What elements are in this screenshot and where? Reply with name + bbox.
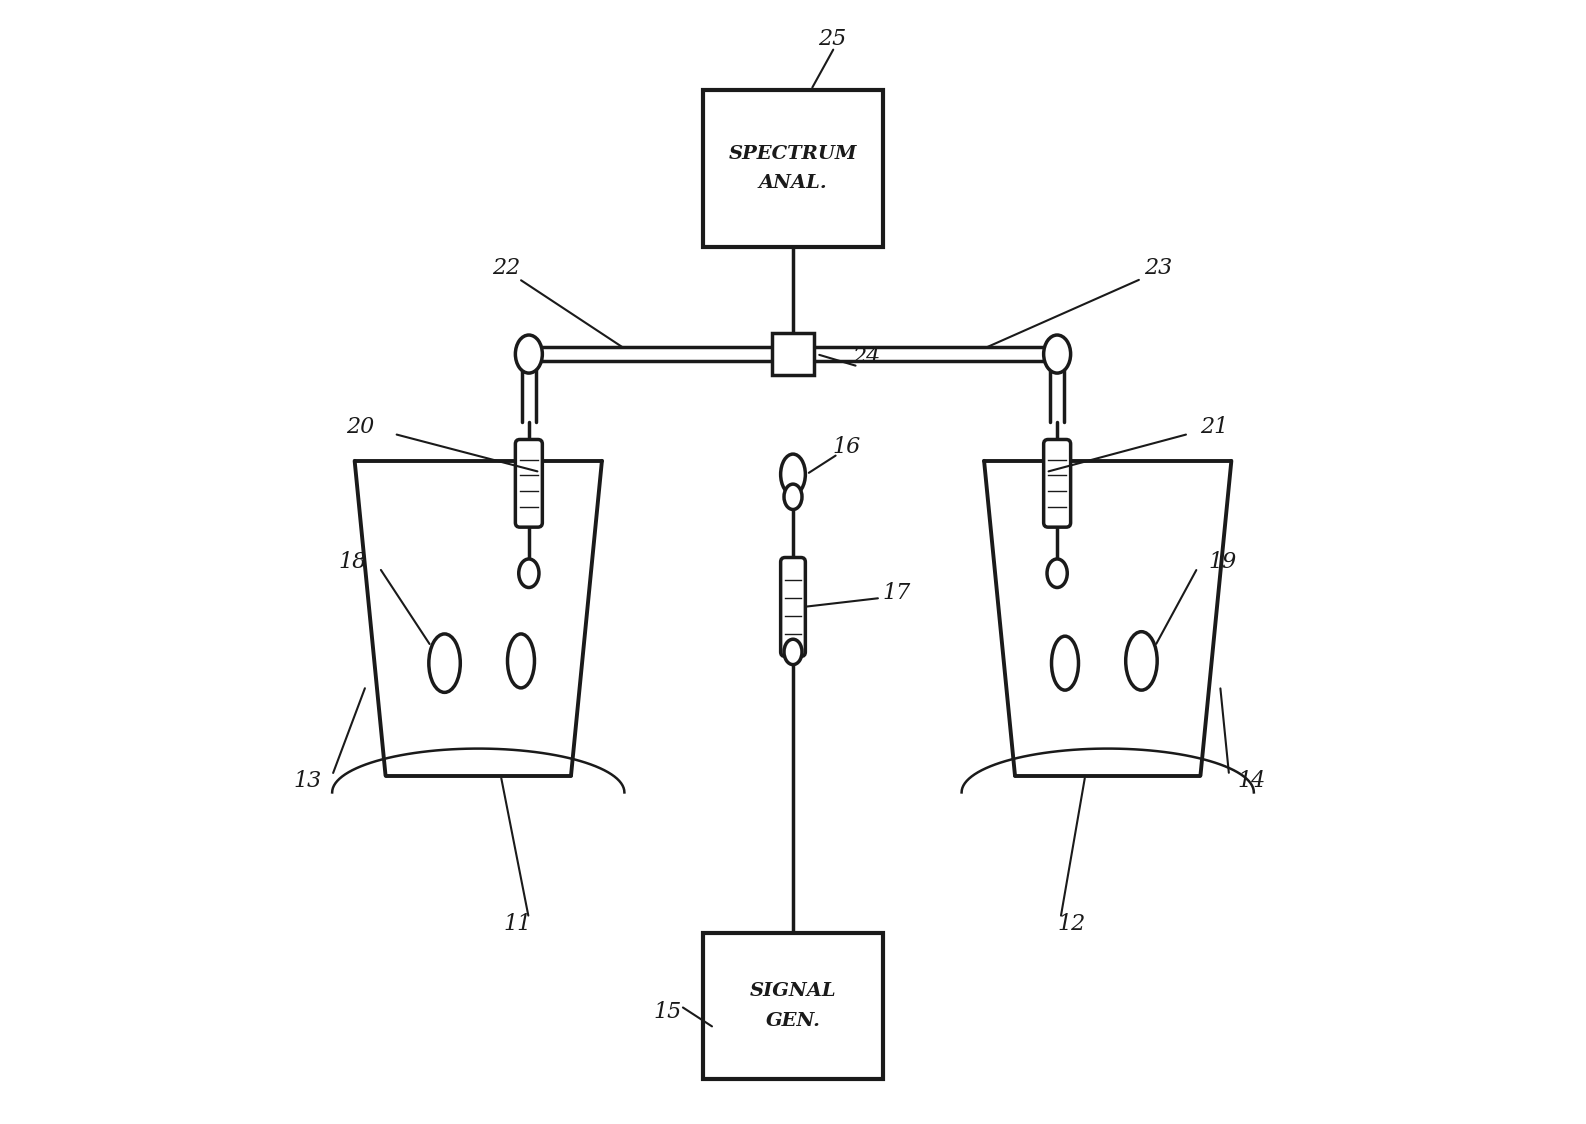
FancyBboxPatch shape: [515, 439, 542, 527]
Text: 15: 15: [653, 1000, 682, 1023]
Text: 24: 24: [852, 346, 880, 369]
Ellipse shape: [783, 484, 803, 509]
Text: 13: 13: [293, 770, 322, 792]
Text: 12: 12: [1058, 913, 1086, 935]
Ellipse shape: [783, 640, 803, 664]
Ellipse shape: [780, 454, 806, 495]
Ellipse shape: [1044, 335, 1071, 373]
FancyBboxPatch shape: [1044, 439, 1071, 527]
Text: SIGNAL
GEN.: SIGNAL GEN.: [750, 982, 836, 1030]
Ellipse shape: [1052, 636, 1078, 690]
Text: 11: 11: [503, 913, 531, 935]
Text: 18: 18: [338, 551, 366, 573]
Text: 23: 23: [1144, 256, 1172, 279]
Ellipse shape: [508, 634, 534, 688]
Text: SPECTRUM
ANAL.: SPECTRUM ANAL.: [728, 145, 858, 192]
Ellipse shape: [1126, 632, 1158, 690]
FancyBboxPatch shape: [780, 558, 806, 656]
Ellipse shape: [519, 559, 539, 588]
Ellipse shape: [428, 634, 460, 692]
Text: 16: 16: [833, 436, 861, 459]
Text: 25: 25: [818, 28, 847, 51]
FancyBboxPatch shape: [772, 333, 814, 375]
Text: 19: 19: [1209, 551, 1237, 573]
Ellipse shape: [515, 335, 542, 373]
Text: 14: 14: [1237, 770, 1266, 792]
FancyBboxPatch shape: [703, 933, 883, 1079]
FancyBboxPatch shape: [703, 90, 883, 247]
Text: 17: 17: [882, 582, 910, 605]
Text: 22: 22: [492, 256, 520, 279]
Text: 21: 21: [1201, 416, 1229, 438]
Text: 20: 20: [346, 416, 374, 438]
Ellipse shape: [1047, 559, 1067, 588]
